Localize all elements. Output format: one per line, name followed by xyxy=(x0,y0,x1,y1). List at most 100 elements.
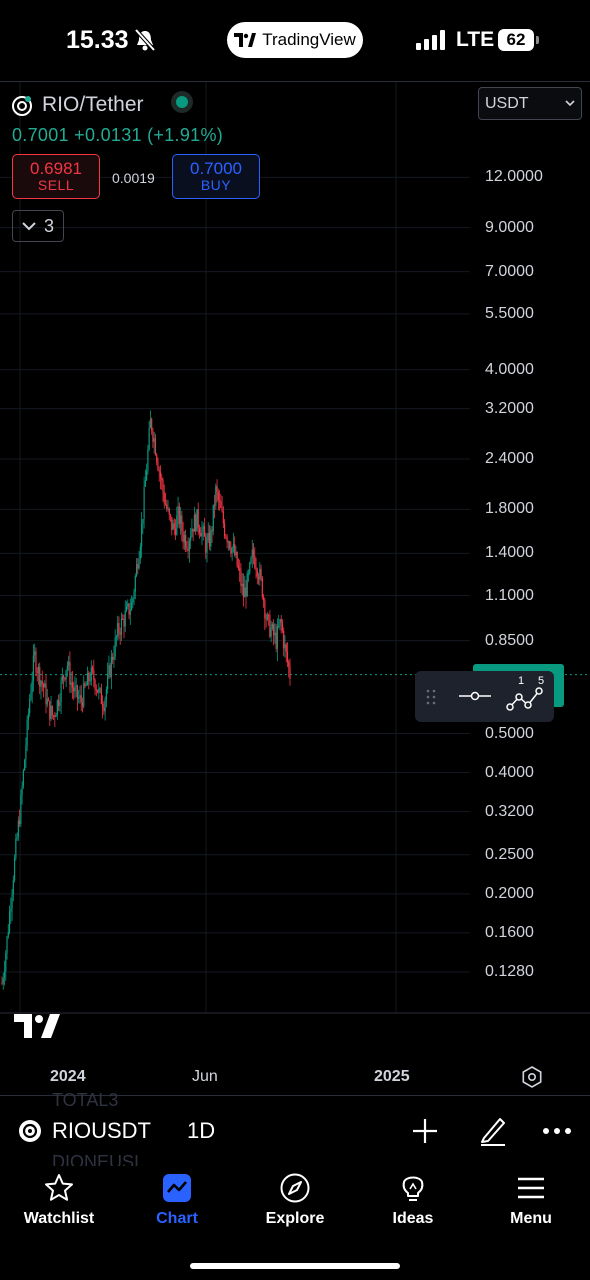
candle-body xyxy=(47,699,50,701)
candle-body xyxy=(60,680,62,703)
candle-body xyxy=(57,700,60,706)
candle-body xyxy=(108,665,110,674)
candle-body xyxy=(271,624,273,629)
candle-body xyxy=(56,700,58,715)
candle-body xyxy=(249,562,251,573)
candle-body xyxy=(234,544,236,556)
candle-body xyxy=(45,683,47,705)
candle-body xyxy=(128,603,130,615)
candle-body xyxy=(127,603,129,607)
candle-body xyxy=(221,507,223,512)
drawing-pencil-icon[interactable] xyxy=(478,1114,508,1146)
candle-body xyxy=(172,523,174,530)
battery-level: 62 xyxy=(498,29,534,51)
candle-body xyxy=(270,628,272,637)
candle-body xyxy=(10,908,12,912)
candle-body xyxy=(79,695,81,698)
candle-body xyxy=(1,983,3,985)
candle-body xyxy=(31,680,33,693)
candle-body xyxy=(168,508,170,515)
nav-label: Chart xyxy=(156,1210,198,1227)
candle-body xyxy=(122,618,124,620)
floating-drawing-toolbar[interactable]: 1 5 xyxy=(415,671,554,722)
symbol-button[interactable]: RIOUSDT xyxy=(52,1118,151,1143)
candle-body xyxy=(81,701,84,707)
symbol-title[interactable]: RIO/Tether xyxy=(42,93,144,116)
hamburger-menu-icon xyxy=(518,1177,544,1199)
candle-body xyxy=(174,528,177,535)
home-indicator[interactable] xyxy=(190,1263,400,1269)
candle-body xyxy=(247,572,250,574)
y-tick-label: 12.0000 xyxy=(485,168,543,186)
candle-body xyxy=(259,568,261,580)
market-status-dot[interactable] xyxy=(176,96,188,108)
candle-body xyxy=(61,675,63,681)
candle-body xyxy=(152,430,154,442)
candle-body xyxy=(242,583,245,598)
chart-settings-icon[interactable] xyxy=(521,1066,543,1088)
candle-body xyxy=(107,673,109,690)
candle-body xyxy=(161,477,163,481)
candle-body xyxy=(65,670,67,680)
y-tick-label: 3.2000 xyxy=(485,399,534,417)
candle-body xyxy=(215,485,217,506)
nav-menu[interactable]: Menu xyxy=(476,1172,586,1228)
candle-body xyxy=(279,619,281,627)
app-pill[interactable]: TradingView xyxy=(227,22,363,58)
candle-body xyxy=(288,661,290,667)
candle-body xyxy=(148,428,150,450)
candle-body xyxy=(52,715,55,717)
candle-body xyxy=(159,471,162,478)
candle-body xyxy=(213,504,216,506)
candle-body xyxy=(137,564,139,569)
drag-handle-icon[interactable] xyxy=(425,688,437,706)
candle-body xyxy=(203,526,206,537)
nav-explore[interactable]: Explore xyxy=(240,1172,350,1228)
rio-coin-icon[interactable] xyxy=(18,1119,42,1143)
tradingview-watermark-icon[interactable] xyxy=(14,1014,60,1038)
nav-label: Watchlist xyxy=(23,1210,95,1227)
candle-body xyxy=(93,670,95,681)
plus-icon[interactable] xyxy=(412,1118,438,1144)
buy-button[interactable]: 0.7000 BUY xyxy=(172,154,260,199)
candle-body xyxy=(254,555,256,568)
candle-body xyxy=(157,461,159,471)
candle-body xyxy=(147,449,149,471)
y-tick-label: 9.0000 xyxy=(485,218,534,236)
candle-body xyxy=(187,548,189,551)
candle-body xyxy=(226,537,228,543)
candle-body xyxy=(142,519,144,524)
candle-body xyxy=(269,615,271,637)
candle-body xyxy=(19,820,21,825)
price-chart[interactable] xyxy=(0,82,590,1014)
candle-body xyxy=(29,699,31,714)
y-tick-label: 1.1000 xyxy=(485,586,534,604)
currency-select[interactable]: USDT xyxy=(478,87,582,120)
candle-body xyxy=(8,911,11,933)
sell-button[interactable]: 0.6981 SELL xyxy=(12,154,100,199)
candle-body xyxy=(275,632,277,649)
bell-muted-icon xyxy=(134,28,156,52)
rio-coin-icon xyxy=(12,96,32,116)
indicators-toggle[interactable]: 3 xyxy=(12,210,64,242)
candle-body xyxy=(88,672,90,682)
interval-button[interactable]: 1D xyxy=(187,1118,216,1143)
nav-watchlist[interactable]: Watchlist xyxy=(4,1172,114,1228)
candle-body xyxy=(237,566,240,569)
horizontal-line-tool-icon[interactable] xyxy=(459,688,491,704)
pattern-left-label: 1 xyxy=(518,675,525,687)
pattern-tool-icon[interactable] xyxy=(505,679,547,715)
more-options-icon[interactable] xyxy=(542,1126,572,1136)
candle-body xyxy=(182,531,184,543)
candle-body xyxy=(95,689,97,691)
candle-body xyxy=(208,532,211,547)
candle-body xyxy=(195,514,197,532)
nav-chart[interactable]: Chart xyxy=(122,1172,232,1228)
candle-body xyxy=(140,523,143,547)
candle-body xyxy=(177,506,179,516)
star-icon xyxy=(45,1174,73,1201)
candle-body xyxy=(59,702,61,706)
candle-body xyxy=(166,504,168,510)
nav-ideas[interactable]: Ideas xyxy=(358,1172,468,1228)
candle-body xyxy=(211,530,213,532)
